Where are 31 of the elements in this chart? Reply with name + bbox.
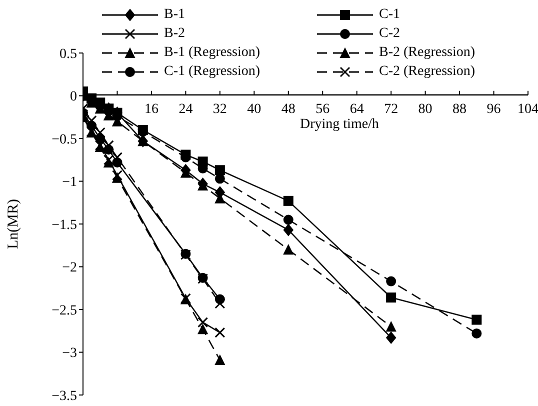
x-tick-label: 96 (486, 102, 501, 117)
y-tick-label: −1.5 (52, 218, 77, 233)
y-tick-label: −3.5 (52, 388, 77, 404)
x-tick-label: 80 (418, 102, 432, 117)
x-tick-label: 16 (144, 102, 158, 117)
x-tick-label: 72 (384, 102, 398, 117)
legend-label: C-2 (Regression) (379, 64, 476, 80)
y-tick-label: 0.5 (60, 46, 77, 62)
y-axis-title: Ln(MR) (5, 199, 22, 249)
legend-label: C-2 (379, 26, 400, 42)
x-tick-label: 32 (212, 102, 227, 117)
legend-label: B-1 (164, 6, 185, 22)
legend-label: B-2 (Regression) (379, 44, 476, 60)
x-tick-label: 48 (281, 102, 296, 117)
y-tick-label: −2.5 (52, 303, 77, 318)
x-axis-title: Drying time/h (300, 116, 379, 133)
x-tick-label: 56 (316, 102, 330, 117)
x-tick-label: 88 (452, 102, 467, 117)
x-tick-label: 64 (350, 102, 364, 117)
y-tick-label: −1 (62, 175, 77, 190)
legend-label: C-1 (379, 6, 400, 22)
x-tick-label: 40 (247, 102, 262, 117)
legend-label: C-1 (Regression) (164, 64, 260, 80)
y-tick-label: 0 (70, 90, 77, 105)
x-tick-label: 24 (178, 102, 193, 117)
legend-label: B-2 (164, 26, 185, 42)
y-tick-label: −0.5 (52, 132, 77, 148)
y-tick-label: −3 (62, 346, 77, 362)
legend-label: B-1 (Regression) (164, 44, 260, 60)
x-tick-label: 104 (518, 102, 538, 117)
y-tick-label: −2 (62, 260, 77, 276)
